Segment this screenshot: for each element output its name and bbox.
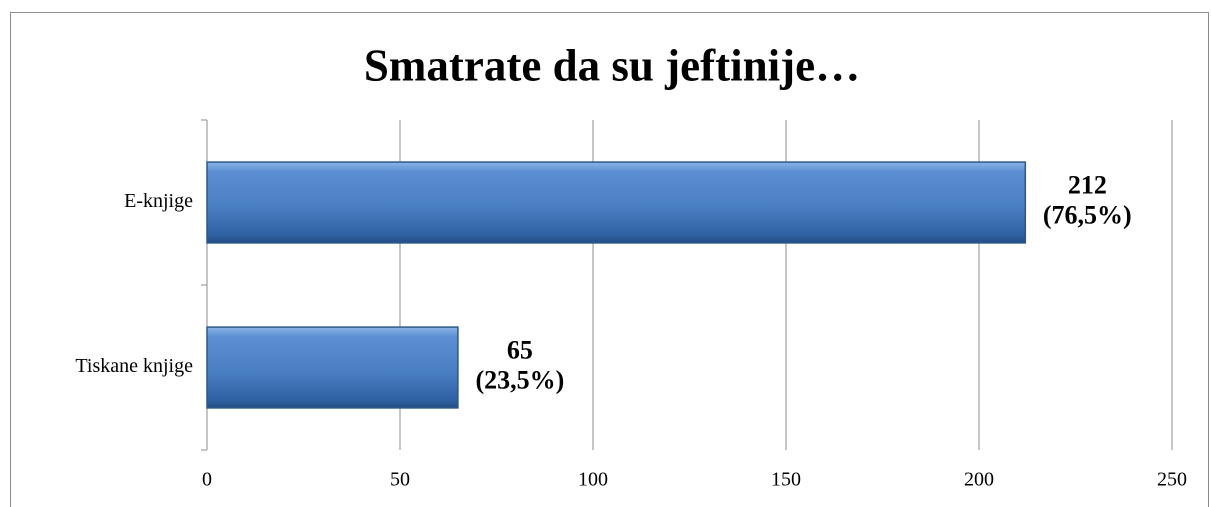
- data-label: (23,5%): [475, 365, 564, 394]
- x-tick-label: 100: [578, 469, 608, 491]
- x-tick-label: 150: [771, 469, 801, 491]
- data-label: 65: [507, 335, 533, 364]
- data-label: 212: [1068, 170, 1107, 199]
- data-label: (76,5%): [1043, 200, 1132, 229]
- y-tick-label: Tiskane knjige: [75, 355, 193, 377]
- x-tick-label: 0: [202, 469, 212, 491]
- chart-border: [10, 12, 1209, 507]
- x-tick-label: 50: [390, 469, 410, 491]
- bar: [206, 326, 459, 409]
- x-tick-label: 200: [964, 469, 994, 491]
- x-tick-label: 250: [1157, 469, 1187, 491]
- chart-title: Smatrate da su jeftinije…: [364, 40, 860, 90]
- bar: [206, 161, 1027, 244]
- y-tick-label: E-knjige: [124, 190, 193, 212]
